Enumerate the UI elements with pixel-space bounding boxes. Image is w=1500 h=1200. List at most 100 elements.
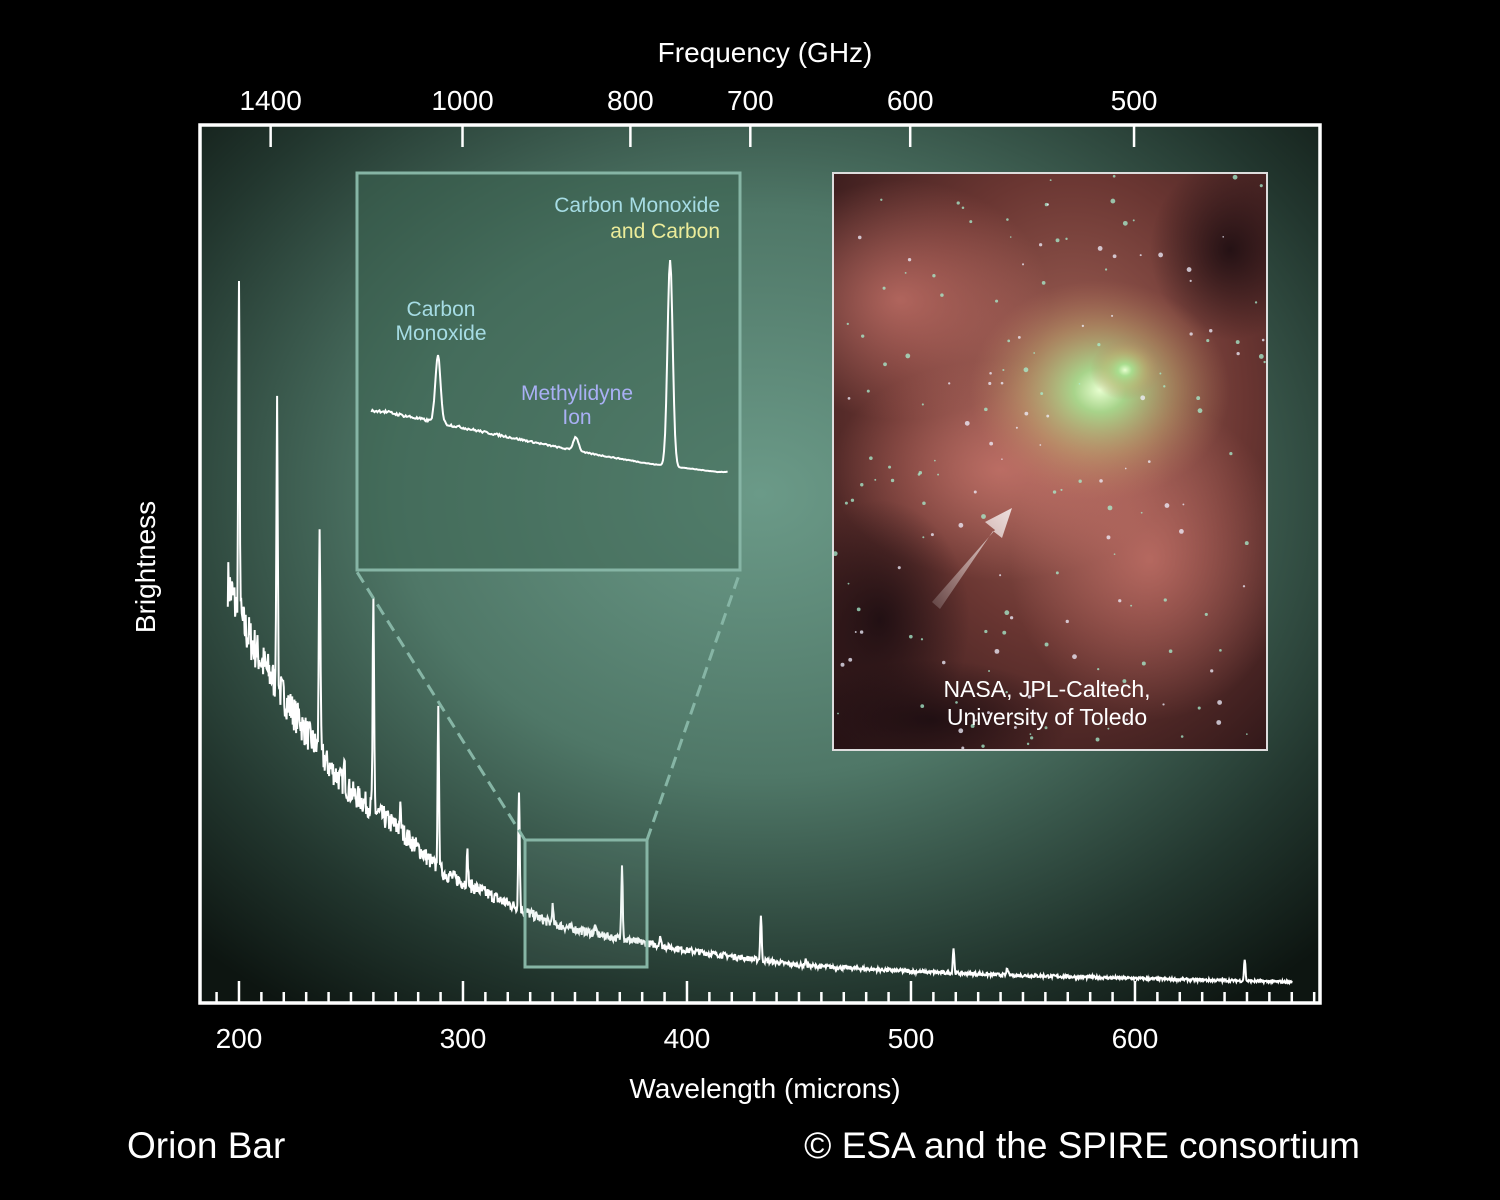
star <box>1107 505 1113 511</box>
top-x-axis-label: Frequency (GHz) <box>658 37 873 68</box>
star <box>1246 733 1248 735</box>
star <box>861 334 865 338</box>
top-tick-label: 500 <box>1111 85 1158 116</box>
star <box>1244 541 1249 546</box>
star <box>846 322 849 326</box>
star <box>1112 254 1117 259</box>
star <box>1041 281 1046 285</box>
star <box>922 536 925 539</box>
star <box>1132 219 1135 222</box>
footer-copyright: © ESA and the SPIRE consortium <box>804 1125 1360 1166</box>
plot-frame <box>198 123 1322 1005</box>
star <box>1044 642 1049 647</box>
star <box>1001 458 1003 460</box>
star <box>1186 267 1192 272</box>
orion-nebula-image <box>833 173 1267 750</box>
star <box>882 286 886 290</box>
star <box>1113 553 1116 555</box>
star <box>1097 246 1103 251</box>
star <box>847 397 851 400</box>
star <box>1006 218 1009 221</box>
star <box>969 220 973 224</box>
star <box>1072 654 1077 660</box>
star <box>1206 338 1210 343</box>
x-tick-label: 500 <box>888 1023 935 1054</box>
star <box>995 299 999 303</box>
star <box>848 657 853 662</box>
star <box>1049 179 1052 182</box>
star <box>840 662 845 667</box>
inset-label-co-c-line2: and Carbon <box>610 220 720 243</box>
star <box>1263 360 1266 364</box>
star <box>844 501 848 505</box>
top-axis-labels: 1400 1000 800 700 600 500 <box>239 85 1157 116</box>
star <box>897 566 901 570</box>
star <box>1040 392 1044 396</box>
star <box>1140 511 1143 514</box>
star <box>1112 174 1116 178</box>
star <box>1009 236 1012 238</box>
star <box>1147 460 1151 463</box>
star <box>948 382 951 385</box>
star <box>1122 679 1127 684</box>
star <box>1047 684 1049 687</box>
star <box>1065 237 1068 241</box>
star <box>1164 503 1170 508</box>
star <box>1261 338 1265 342</box>
star <box>1168 649 1173 654</box>
star <box>1217 700 1223 705</box>
star <box>988 381 992 386</box>
star <box>1242 585 1246 588</box>
inset-panel <box>355 171 742 572</box>
star <box>847 582 850 585</box>
inset-spectrum-line <box>370 260 728 474</box>
star <box>981 514 986 519</box>
star <box>1110 198 1116 204</box>
star <box>856 607 861 612</box>
top-tick-label: 800 <box>607 85 654 116</box>
star <box>888 465 892 469</box>
top-tick-label: 1000 <box>431 85 493 116</box>
star <box>908 634 913 639</box>
star <box>955 701 958 704</box>
star <box>1038 243 1043 247</box>
star <box>1232 174 1238 180</box>
star <box>1060 488 1063 491</box>
star <box>1005 690 1008 694</box>
star <box>1141 661 1146 666</box>
star <box>1118 599 1122 603</box>
star <box>1046 414 1050 418</box>
star <box>1055 238 1060 243</box>
star <box>1030 736 1034 740</box>
star <box>1236 351 1240 356</box>
star <box>1258 354 1264 359</box>
star <box>1158 252 1164 258</box>
top-axis-ticks <box>269 125 1136 147</box>
star <box>890 478 895 483</box>
star <box>1179 528 1184 534</box>
star <box>1018 713 1021 715</box>
star <box>1078 479 1082 483</box>
star <box>1222 236 1225 238</box>
star <box>1033 352 1036 354</box>
star <box>1007 339 1011 343</box>
star <box>988 669 991 672</box>
star <box>989 441 994 446</box>
star <box>1163 385 1166 388</box>
top-tick-label: 1400 <box>239 85 301 116</box>
star <box>987 711 990 715</box>
star <box>1021 263 1025 266</box>
star <box>984 629 988 634</box>
star <box>930 533 934 537</box>
zoom-region-box <box>523 838 649 969</box>
star <box>1216 720 1222 725</box>
top-tick-label: 700 <box>727 85 774 116</box>
star <box>1046 203 1050 206</box>
main-spectrum <box>226 280 1293 986</box>
star <box>1052 490 1057 494</box>
star <box>1023 367 1029 373</box>
inset-spectrum <box>370 260 728 474</box>
star <box>941 660 946 665</box>
star <box>974 719 978 722</box>
star <box>905 353 911 359</box>
